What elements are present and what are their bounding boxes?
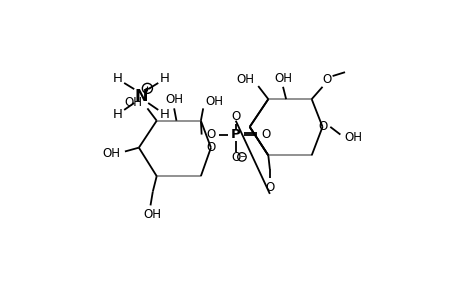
Text: O: O [206,128,215,141]
Text: OH: OH [235,74,253,86]
Text: N: N [134,88,148,104]
Text: H: H [159,108,169,121]
Text: OH: OH [102,146,121,160]
Text: OH: OH [144,208,162,221]
Text: O: O [206,141,215,154]
Text: O: O [265,181,274,194]
Text: O: O [317,120,326,134]
Text: OH: OH [165,93,183,106]
Text: H: H [113,72,123,85]
Text: OH: OH [205,95,224,108]
Text: OH: OH [274,72,291,85]
Text: OH: OH [344,131,362,144]
Text: H: H [159,72,169,85]
Text: −: − [238,152,245,161]
Text: H: H [113,108,123,121]
Text: O: O [230,110,240,123]
Text: O: O [322,73,331,85]
Text: OH: OH [124,96,142,109]
Text: O: O [230,151,240,164]
Text: P: P [230,128,240,141]
Text: O: O [261,128,270,141]
